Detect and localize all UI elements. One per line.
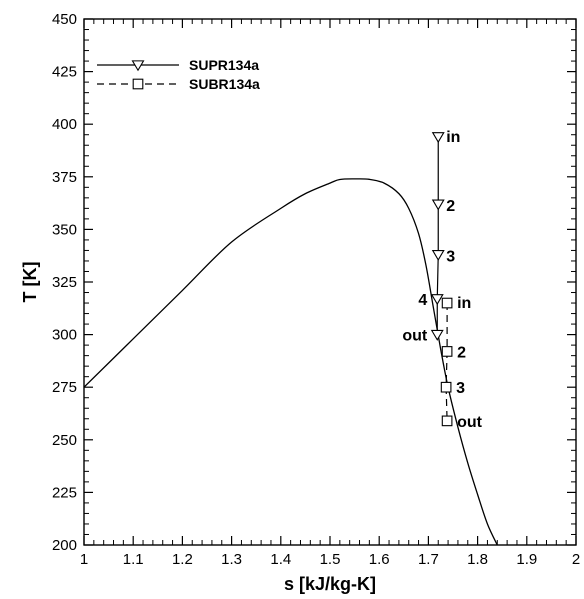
legend: SUPR134a SUBR134a bbox=[97, 57, 260, 92]
axis-ticks: 1 1.1 1.2 1.3 1.4 1.5 1.6 1.7 1.8 1.9 2 200 225 250 27… bbox=[52, 11, 580, 568]
y-tick-label: 200 bbox=[52, 537, 77, 554]
series-SUBR134a: in 2 3 out bbox=[440, 295, 483, 431]
x-tick-label: 1.4 bbox=[270, 551, 291, 568]
y-tick-label: 275 bbox=[52, 379, 77, 396]
legend-marker-SUPR134a bbox=[131, 60, 145, 72]
point-label-SUPR134a: 3 bbox=[446, 249, 455, 266]
point-label-SUBR134a: in bbox=[457, 295, 471, 312]
data-point-SUBR134a bbox=[441, 415, 453, 427]
series-line-SUPR134a bbox=[436, 136, 439, 335]
y-tick-label: 375 bbox=[52, 169, 77, 186]
x-tick-label: 1.7 bbox=[418, 551, 439, 568]
x-tick-label: 2 bbox=[572, 551, 580, 568]
point-label-SUPR134a: 4 bbox=[418, 292, 427, 309]
point-label-SUPR134a: out bbox=[402, 328, 428, 345]
x-tick-label: 1.5 bbox=[320, 551, 341, 568]
y-tick-label: 325 bbox=[52, 274, 77, 291]
point-label-SUPR134a: in bbox=[446, 129, 460, 146]
plot-frame bbox=[83, 18, 577, 546]
y-tick-label: 350 bbox=[52, 221, 77, 238]
data-point-SUPR134a bbox=[431, 199, 445, 211]
legend-label-SUPR134a: SUPR134a bbox=[189, 57, 259, 73]
y-tick-label: 250 bbox=[52, 432, 77, 449]
x-tick-label: 1.3 bbox=[221, 551, 242, 568]
x-tick-label: 1 bbox=[80, 551, 88, 568]
point-label-SUBR134a: 2 bbox=[457, 344, 466, 361]
x-axis-title: s [kJ/kg-K] bbox=[284, 574, 376, 594]
saturation-dome-curve bbox=[83, 178, 498, 546]
x-tick-label: 1.2 bbox=[172, 551, 193, 568]
point-label-SUBR134a: 3 bbox=[456, 380, 465, 397]
point-label-SUBR134a: out bbox=[457, 414, 483, 431]
series-SUPR134a: in 2 3 4 out bbox=[402, 129, 460, 345]
y-tick-label: 425 bbox=[52, 64, 77, 81]
point-label-SUPR134a: 2 bbox=[446, 198, 455, 215]
series-line-SUBR134a bbox=[445, 303, 448, 421]
x-tick-label: 1.1 bbox=[123, 551, 144, 568]
y-tick-label: 400 bbox=[52, 116, 77, 133]
legend-marker-SUBR134a bbox=[132, 78, 144, 90]
data-point-SUBR134a bbox=[441, 297, 453, 309]
data-point-SUPR134a bbox=[430, 329, 444, 341]
data-point-SUPR134a bbox=[431, 132, 445, 144]
y-tick-label: 300 bbox=[52, 327, 77, 344]
x-tick-label: 1.8 bbox=[467, 551, 488, 568]
data-point-SUBR134a bbox=[441, 346, 453, 357]
data-point-SUPR134a bbox=[430, 294, 444, 306]
y-axis-title: T [K] bbox=[20, 262, 40, 303]
y-tick-label: 450 bbox=[52, 11, 77, 28]
data-point-SUBR134a bbox=[440, 381, 452, 393]
legend-label-SUBR134a: SUBR134a bbox=[189, 76, 260, 92]
y-tick-label: 225 bbox=[52, 484, 77, 501]
x-tick-label: 1.9 bbox=[516, 551, 537, 568]
x-tick-label: 1.6 bbox=[369, 551, 390, 568]
data-point-SUPR134a bbox=[431, 249, 445, 261]
plot-content: in 2 3 4 out in 2 3 out bbox=[83, 129, 498, 546]
